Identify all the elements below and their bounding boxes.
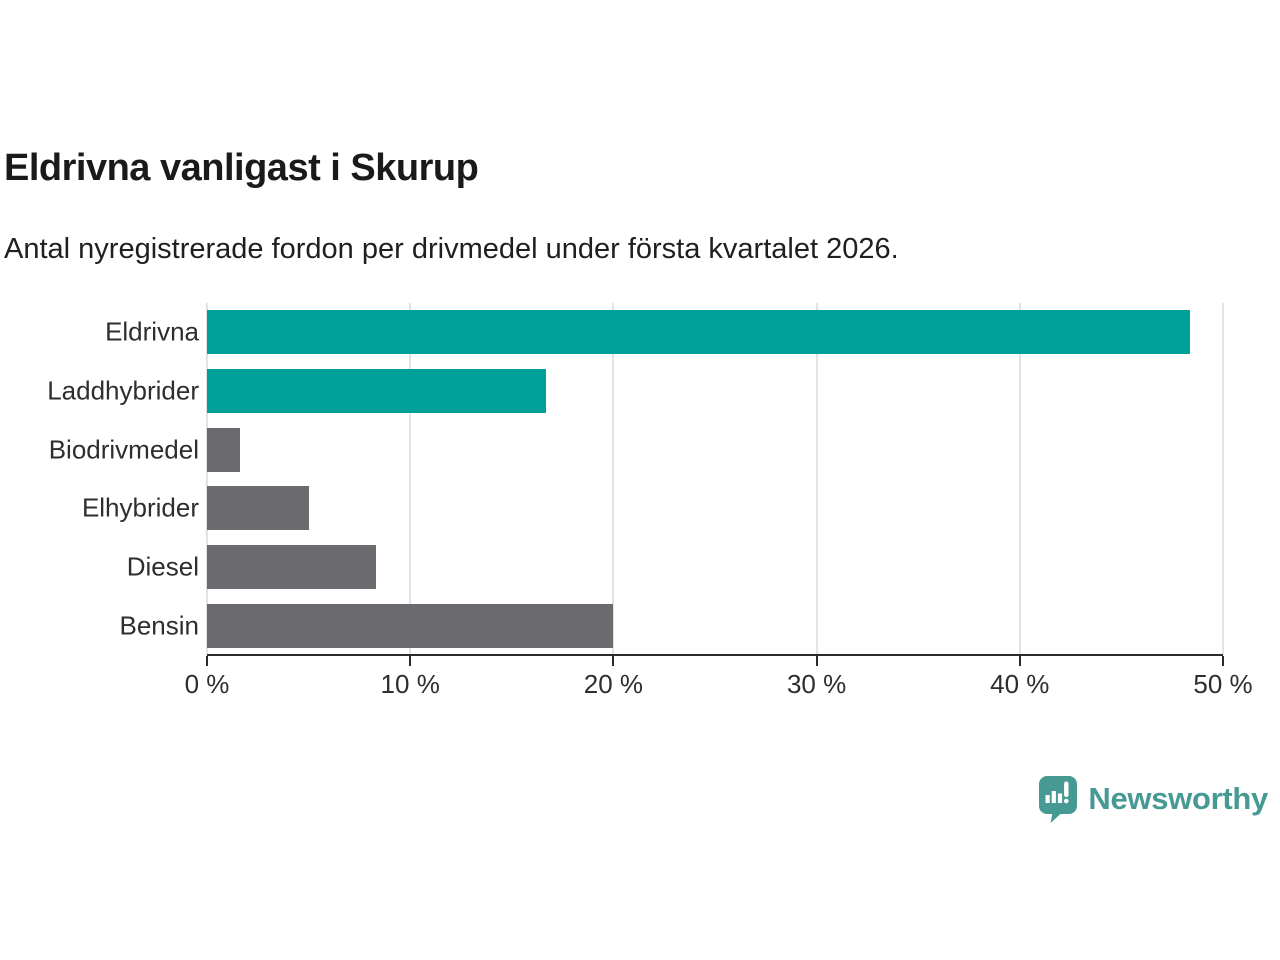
gridline-0 <box>206 303 208 655</box>
x-axis-tick-50 <box>1222 656 1224 666</box>
category-label-bensin: Bensin <box>119 610 200 641</box>
x-axis-tick-30 <box>815 656 818 666</box>
x-axis-tick-label: 0 % <box>184 669 230 699</box>
gridline-50 <box>1222 303 1224 655</box>
category-label-eldrivna: Eldrivna <box>105 316 199 347</box>
x-axis-tick-10 <box>409 656 412 666</box>
x-axis-tick-0 <box>206 656 208 666</box>
bar-eldrivna <box>207 310 1191 355</box>
gridline-40 <box>1018 303 1021 655</box>
newsworthy-logo: Newsworthy <box>1038 775 1268 823</box>
x-axis-tick-label: 30 % <box>786 669 847 699</box>
x-axis-tick-label: 40 % <box>990 669 1050 699</box>
page-title: Eldrivna vanligast i Skurup <box>4 147 479 189</box>
gridline-10 <box>409 303 412 655</box>
bar-biodrivmedel <box>207 427 240 472</box>
x-axis-line <box>207 654 1223 656</box>
bar-chart-plot: 0 % 10 % 20 % 30 % 40 % 50 % Eldrivna Laddhybri… <box>47 303 1253 699</box>
category-label-laddhybrider: Laddhybrider <box>47 375 199 406</box>
category-label-elhybrider: Elhybrider <box>81 492 199 523</box>
gridline-20 <box>612 303 615 655</box>
bar-laddhybrider <box>207 369 547 413</box>
x-axis-tick-20 <box>612 656 615 666</box>
chart-subtitle: Antal nyregistrerade fordon per drivmede… <box>4 233 899 265</box>
x-axis-tick-label: 10 % <box>380 669 440 699</box>
x-axis-tick-label: 50 % <box>1193 669 1253 699</box>
newsworthy-logo-text: Newsworthy <box>1088 781 1268 816</box>
x-axis-tick-label: 20 % <box>583 669 644 699</box>
x-axis-tick-40 <box>1018 656 1021 666</box>
category-label-biodrivmedel: Biodrivmedel <box>48 434 199 465</box>
bar-elhybrider <box>207 486 309 531</box>
gridline-30 <box>815 303 818 655</box>
bar-diesel <box>207 545 376 589</box>
newsworthy-speech-bubble-chart-icon <box>1038 775 1078 823</box>
bar-bensin <box>207 603 614 648</box>
category-label-diesel: Diesel <box>126 551 199 582</box>
